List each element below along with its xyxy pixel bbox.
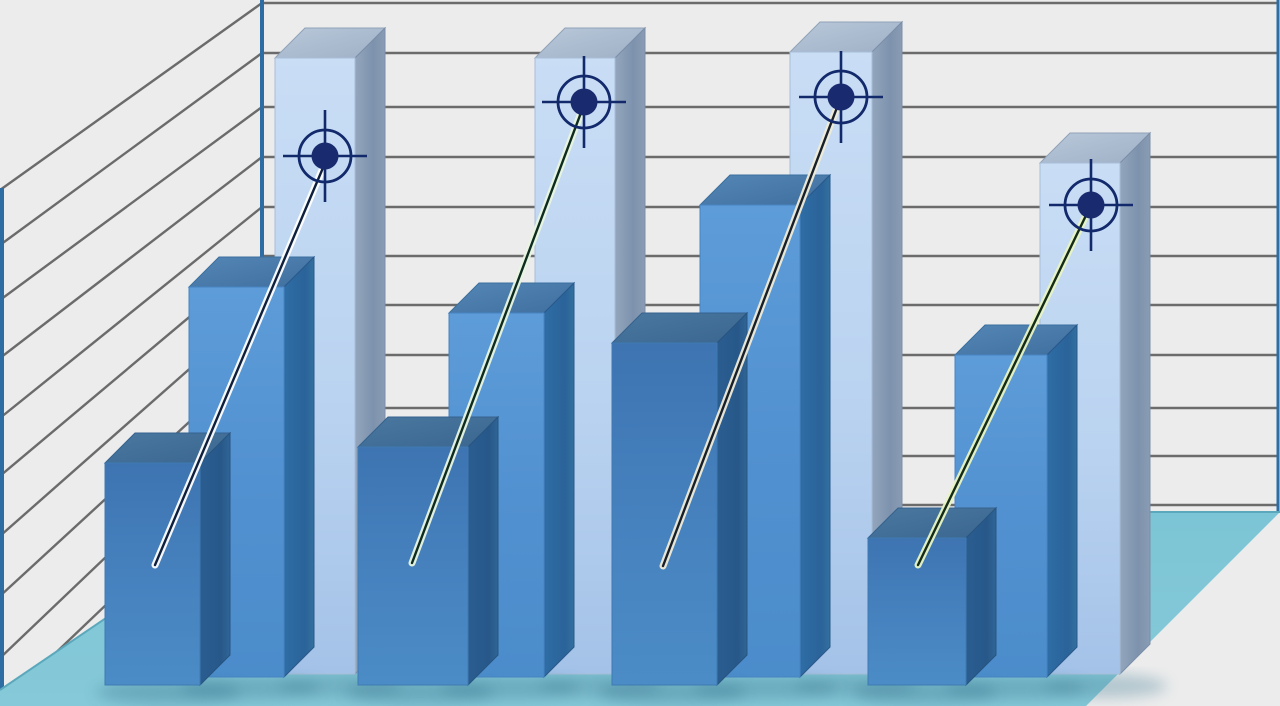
target-crosshair-icon[interactable] — [283, 110, 367, 202]
target-markers-layer — [283, 51, 1133, 251]
bar-side-face — [716, 311, 748, 687]
target-crosshair-icon[interactable] — [1049, 159, 1133, 251]
bar-group-1 — [96, 26, 402, 704]
bar-side-face — [199, 431, 231, 687]
bar-side-face — [965, 506, 997, 687]
needles-layer — [151, 93, 1095, 570]
bar-side-face — [467, 415, 499, 687]
needle-4 — [914, 201, 1095, 569]
bar-g2-front-dark[interactable] — [346, 415, 500, 704]
bar-side-face — [1119, 131, 1151, 676]
bar-g1-front-dark[interactable] — [96, 431, 240, 704]
needle-1 — [151, 152, 332, 569]
target-crosshair-icon[interactable] — [799, 51, 883, 143]
bar-side-face — [283, 255, 315, 679]
target-crosshair-icon[interactable] — [542, 56, 626, 148]
bar-front-face — [611, 342, 718, 686]
bar-g1-mid[interactable] — [180, 255, 320, 700]
needle-3 — [659, 93, 845, 570]
bar-group-4 — [853, 131, 1167, 704]
bar-side-face — [543, 281, 575, 679]
needle-2 — [408, 98, 589, 567]
bar-g4-front-dark[interactable] — [853, 506, 998, 704]
bar-side-face — [799, 173, 831, 679]
bar-side-face — [1046, 323, 1078, 679]
bar-g3-front-dark[interactable] — [598, 311, 749, 704]
